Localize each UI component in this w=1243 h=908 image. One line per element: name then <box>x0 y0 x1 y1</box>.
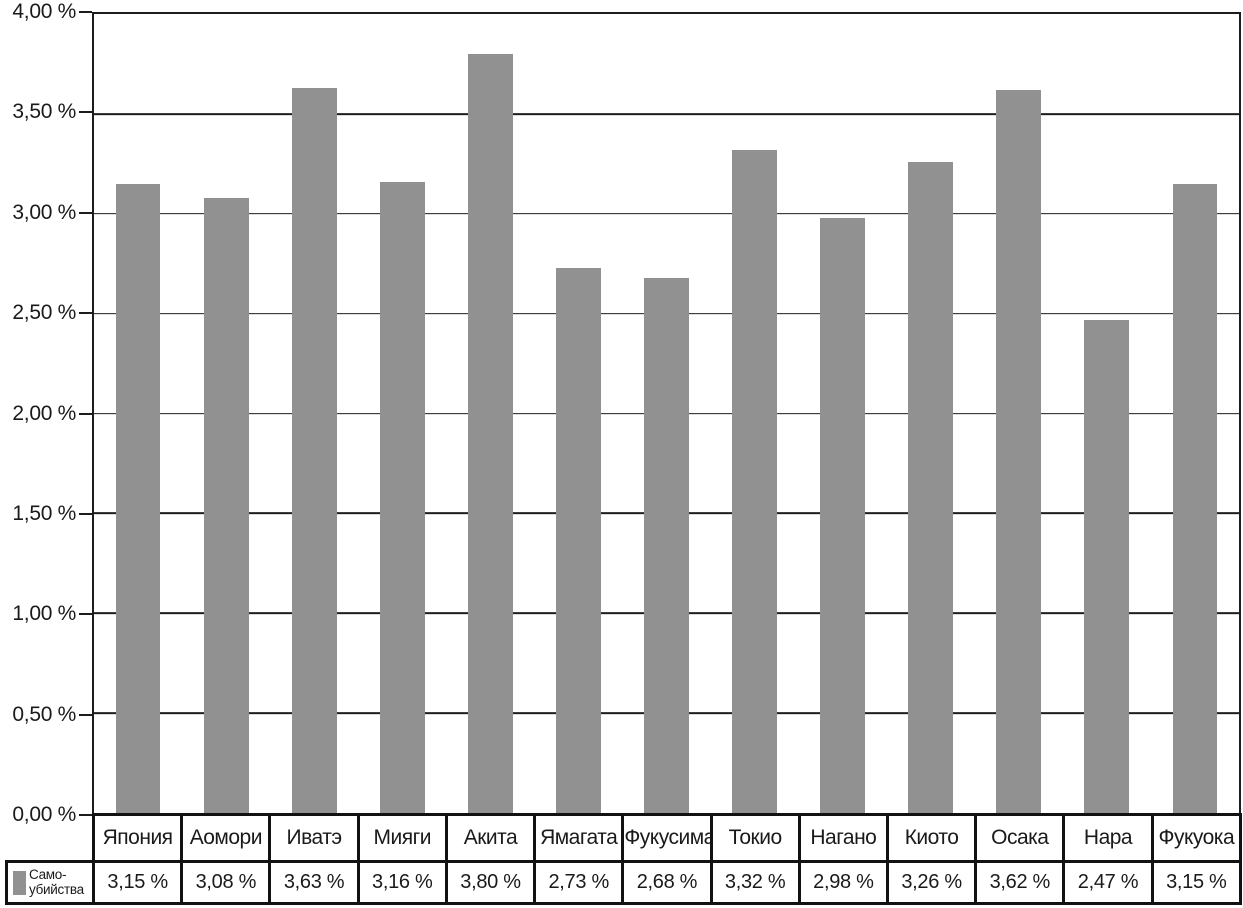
category-cell: Акита <box>444 813 537 863</box>
bar-Ямагата <box>555 267 601 813</box>
legend-label-line1: Само- <box>29 866 67 882</box>
bar-slot <box>270 14 358 813</box>
y-axis-ticks <box>79 11 92 816</box>
bar-slot <box>887 14 975 813</box>
category-cell: Мияги <box>356 813 448 863</box>
category-cell: Фукуока <box>1150 813 1243 863</box>
value-cell: 3,15 % <box>91 860 184 905</box>
category-cell: Аомори <box>180 813 272 863</box>
bar-slot <box>446 14 534 813</box>
y-axis-tick-label: 0,50 % <box>12 702 76 726</box>
y-axis-tick-label: 3,00 % <box>12 200 76 224</box>
bar-slot <box>799 14 887 813</box>
bar-slot <box>94 14 182 813</box>
y-axis-tick-mark <box>79 512 92 515</box>
value-cell: 3,63 % <box>268 860 360 905</box>
bar-slot <box>975 14 1063 813</box>
y-axis-tick-mark <box>79 713 92 716</box>
category-cell: Япония <box>91 813 184 863</box>
value-cell: 3,15 % <box>1150 860 1243 905</box>
category-cell: Нара <box>1062 813 1154 863</box>
category-cell: Фукусима <box>621 813 713 863</box>
bar-slot <box>182 14 270 813</box>
y-axis-tick-label: 1,50 % <box>12 501 76 525</box>
bar-slot <box>534 14 622 813</box>
value-cell: 3,26 % <box>885 860 978 905</box>
bar-Аомори <box>203 197 249 813</box>
bar-series <box>94 14 1239 813</box>
bar-slot <box>1063 14 1151 813</box>
y-axis-tick-mark <box>79 814 92 816</box>
plot-area <box>92 12 1241 815</box>
y-axis-tick-mark <box>79 412 92 415</box>
y-axis-tick-label: 3,50 % <box>12 100 76 124</box>
y-axis-tick-label: 4,00 % <box>12 0 76 23</box>
y-axis-tick-label: 1,00 % <box>12 602 76 626</box>
category-cell: Ямагата <box>533 813 625 863</box>
legend-label: Само- убийства <box>29 866 84 898</box>
bar-Нара <box>1084 319 1130 813</box>
bar-slot <box>622 14 710 813</box>
bar-Нагано <box>820 217 866 813</box>
bar-Киото <box>908 161 954 813</box>
category-cell: Нагано <box>797 813 889 863</box>
category-header-row: Япония Аомори Иватэ Мияги Акита Ямагата Фукуси… <box>7 813 1243 863</box>
bar-Фукусима <box>644 277 689 813</box>
category-cell: Осака <box>974 813 1066 863</box>
bar-Токио <box>732 149 778 813</box>
corner-cell <box>7 815 94 862</box>
bar-Иватэ <box>291 87 337 813</box>
y-axis-labels: 4,00 % 3,50 % 3,00 % 2,50 % 2,00 % 1,50 % 1,00… <box>0 0 76 826</box>
bar-Мияги <box>379 181 425 813</box>
gridline <box>94 113 1239 115</box>
bar-Осака <box>996 89 1042 813</box>
value-cell: 3,80 % <box>444 860 537 905</box>
y-axis-tick-label: 2,50 % <box>12 301 76 325</box>
value-row: Само- убийства 3,15 % 3,08 % 3,63 % 3,16 % 3… <box>5 860 1243 905</box>
value-cell: 2,47 % <box>1062 860 1154 905</box>
value-cell: 3,62 % <box>974 860 1066 905</box>
value-cell: 3,16 % <box>356 860 448 905</box>
bar-slot <box>1151 14 1239 813</box>
y-axis-tick-mark <box>79 11 92 13</box>
value-cell: 2,73 % <box>533 860 625 905</box>
value-cell: 3,08 % <box>180 860 272 905</box>
value-cell: 2,68 % <box>621 860 713 905</box>
y-axis-tick-label: 0,00 % <box>12 803 76 826</box>
y-axis-tick-mark <box>79 613 92 616</box>
y-axis-tick-mark <box>79 312 92 315</box>
bar-Фукуока <box>1172 183 1218 813</box>
data-table: Япония Аомори Иватэ Мияги Акита Ямагата Фукуси… <box>5 813 1243 905</box>
value-cell: 3,32 % <box>709 860 801 905</box>
legend-label-line2: убийства <box>29 881 84 897</box>
legend-cell: Само- убийства <box>5 860 95 905</box>
bar-Акита <box>467 53 513 813</box>
bar-slot <box>358 14 446 813</box>
gridline <box>94 212 1239 215</box>
y-axis-tick-mark <box>79 111 92 114</box>
category-cell: Киото <box>885 813 978 863</box>
y-axis-tick-label: 2,00 % <box>12 401 76 425</box>
category-cell: Токио <box>709 813 801 863</box>
legend-swatch-icon <box>13 870 26 895</box>
value-cell: 2,98 % <box>797 860 889 905</box>
bar-slot <box>711 14 799 813</box>
bar-Япония <box>115 183 161 813</box>
category-cell: Иватэ <box>268 813 360 863</box>
y-axis-tick-mark <box>79 211 92 214</box>
